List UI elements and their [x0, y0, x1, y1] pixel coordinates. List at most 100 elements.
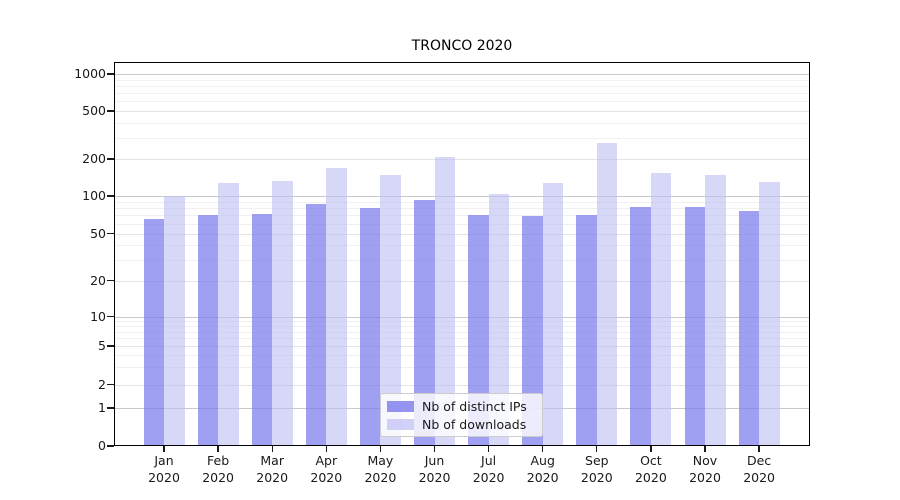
- y-tick-label-20: 20: [90, 272, 106, 288]
- y-gridline-70: [114, 215, 810, 217]
- x-tick-year: 2020: [472, 469, 505, 485]
- bar-downloads-nov: [705, 175, 726, 446]
- x-tick-year: 2020: [310, 469, 343, 485]
- legend-label-distinct-ips: Nb of distinct IPs: [422, 399, 527, 414]
- y-gridline-600: [114, 101, 810, 103]
- x-tick-jan: [163, 446, 165, 452]
- bar-downloads-apr: [326, 167, 347, 446]
- x-tick-month: Oct: [640, 453, 662, 468]
- x-tick-aug: [542, 446, 544, 452]
- bar-distinct-ips-aug: [522, 216, 543, 446]
- x-tick-dec: [758, 446, 760, 452]
- y-gridline-4: [114, 355, 810, 357]
- y-gridline-2: [114, 384, 810, 386]
- x-tick-jun: [433, 446, 436, 452]
- x-tick-year: 2020: [743, 469, 775, 485]
- bar-downloads-jan: [164, 196, 185, 446]
- y-gridline-5: [114, 346, 810, 347]
- y-gridline-50: [114, 233, 810, 235]
- y-gridline-700: [114, 93, 810, 95]
- bar-distinct-ips-oct: [630, 206, 651, 446]
- y-tick-1000: [107, 73, 114, 75]
- y-tick-label-1000: 1000: [74, 66, 106, 81]
- y-gridline-90: [114, 201, 810, 203]
- bar-downloads-aug: [542, 183, 564, 446]
- bar-downloads-jun: [434, 157, 455, 446]
- x-tick-label-jan: Jan 2020: [134, 453, 194, 486]
- bar-downloads-feb: [218, 182, 239, 446]
- y-tick-label-100: 100: [82, 188, 106, 203]
- x-tick-year: 2020: [148, 469, 180, 485]
- x-tick-may: [379, 446, 382, 452]
- legend: Nb of distinct IPs Nb of downloads: [380, 393, 543, 437]
- x-tick-month: Jan: [154, 453, 174, 468]
- x-tick-jul: [487, 446, 490, 452]
- bar-distinct-ips-jan: [143, 219, 164, 446]
- x-tick-label-nov: Nov 2020: [675, 453, 735, 486]
- y-tick-label-1: 1: [98, 400, 106, 415]
- y-gridline-10: [114, 316, 810, 318]
- bar-downloads-may: [380, 175, 401, 446]
- x-tick-label-mar: Mar 2020: [242, 453, 302, 486]
- chart-title: TRONCO 2020: [411, 38, 513, 54]
- x-tick-label-oct: Oct 2020: [621, 453, 681, 486]
- bar-distinct-ips-dec: [738, 210, 760, 446]
- x-tick-oct: [650, 446, 652, 452]
- y-tick-label-10: 10: [90, 308, 106, 324]
- y-tick-label-2: 2: [98, 376, 106, 392]
- x-tick-label-jun: Jun 2020: [405, 453, 465, 486]
- y-gridline-7: [114, 331, 810, 333]
- y-tick-label-200: 200: [82, 151, 106, 166]
- y-gridline-30: [114, 259, 810, 261]
- legend-label-downloads: Nb of downloads: [422, 417, 527, 432]
- y-tick-5: [107, 345, 114, 347]
- x-tick-label-aug: Aug 2020: [513, 453, 573, 486]
- bar-distinct-ips-sep: [576, 214, 597, 446]
- legend-item-distinct-ips: Nb of distinct IPs: [387, 399, 536, 414]
- y-gridline-3: [114, 367, 810, 369]
- x-tick-feb: [217, 446, 219, 452]
- x-tick-month: May: [367, 453, 394, 468]
- y-gridline-800: [114, 85, 810, 87]
- y-tick-20: [107, 279, 114, 282]
- x-tick-month: Jul: [481, 453, 497, 468]
- y-tick-50: [107, 232, 114, 235]
- x-tick-label-dec: Dec 2020: [729, 453, 789, 486]
- y-tick-2: [107, 383, 114, 386]
- bar-distinct-ips-may: [359, 208, 381, 446]
- y-gridline-80: [114, 208, 810, 210]
- x-tick-month: Jun: [424, 453, 445, 468]
- y-gridline-20: [114, 280, 810, 282]
- x-tick-month: Dec: [746, 453, 772, 468]
- bar-downloads-oct: [650, 173, 672, 446]
- y-gridline-100: [114, 196, 810, 198]
- bar-downloads-dec: [759, 181, 780, 446]
- x-tick-sep: [596, 446, 598, 452]
- y-gridline-900: [114, 79, 810, 81]
- plot-area: [114, 62, 810, 446]
- y-tick-label-0: 0: [98, 438, 106, 453]
- y-tick-label-500: 500: [82, 103, 106, 118]
- x-tick-month: Feb: [207, 453, 230, 468]
- x-tick-year: 2020: [580, 469, 613, 485]
- bar-downloads-mar: [272, 181, 293, 446]
- bar-distinct-ips-nov: [684, 206, 705, 446]
- y-tick-1: [107, 407, 114, 409]
- bar-distinct-ips-feb: [197, 214, 219, 446]
- x-tick-year: 2020: [418, 469, 451, 485]
- x-tick-year: 2020: [364, 469, 397, 485]
- x-tick-label-apr: Apr 2020: [296, 453, 356, 486]
- x-tick-apr: [325, 446, 327, 452]
- y-gridline-8: [114, 325, 810, 327]
- bar-downloads-jul: [488, 194, 510, 446]
- x-tick-month: Apr: [315, 453, 338, 468]
- x-tick-month: Aug: [530, 453, 555, 468]
- bar-distinct-ips-mar: [251, 213, 273, 446]
- y-gridline-300: [114, 137, 810, 139]
- legend-swatch-distinct-ips: [387, 401, 414, 412]
- y-tick-500: [107, 110, 114, 112]
- y-gridline-400: [114, 122, 810, 124]
- x-tick-month: Sep: [585, 453, 609, 468]
- legend-swatch-downloads: [387, 419, 414, 430]
